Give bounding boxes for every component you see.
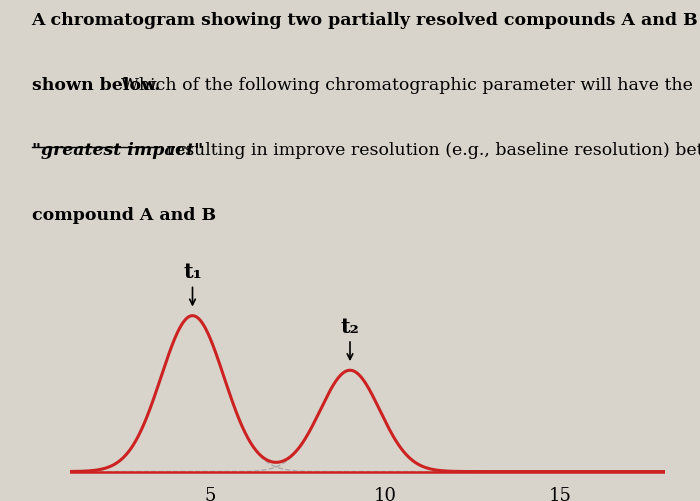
Text: Which of the following chromatographic parameter will have the: Which of the following chromatographic p…	[121, 77, 693, 94]
Text: A chromatogram showing two partially resolved compounds A and B is: A chromatogram showing two partially res…	[32, 12, 700, 29]
Text: resulting in improve resolution (e.g., baseline resolution) between: resulting in improve resolution (e.g., b…	[161, 142, 700, 159]
Text: compound A and B: compound A and B	[32, 207, 216, 224]
Text: shown below.: shown below.	[32, 77, 172, 94]
Text: t₂: t₂	[341, 316, 359, 336]
Text: "greatest impact": "greatest impact"	[32, 142, 203, 159]
Text: t₁: t₁	[183, 262, 202, 282]
